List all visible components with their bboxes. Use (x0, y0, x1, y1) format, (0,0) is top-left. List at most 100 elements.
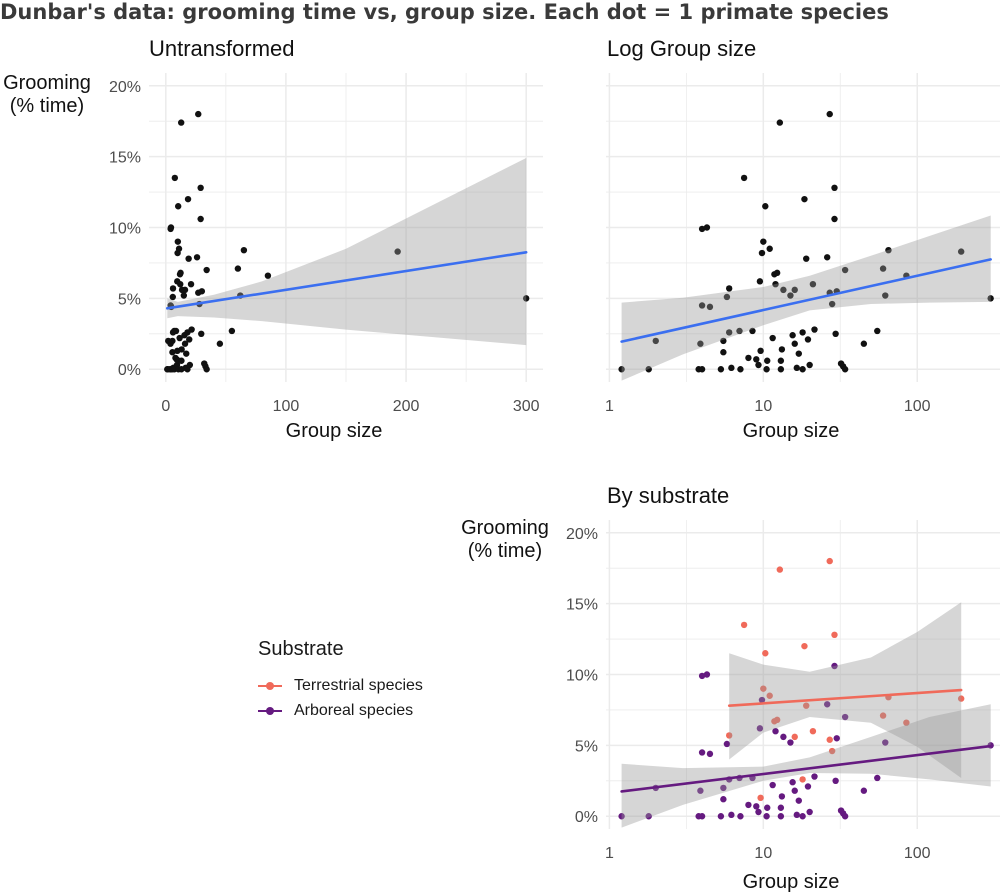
data-point (903, 719, 910, 726)
data-point (728, 364, 735, 372)
data-point (764, 357, 771, 364)
data-point (769, 781, 776, 789)
data-point (763, 813, 770, 820)
data-point (181, 286, 189, 294)
data-point (645, 366, 652, 373)
data-point (841, 366, 849, 373)
data-point (756, 278, 764, 285)
data-point (832, 330, 839, 338)
data-point (826, 736, 833, 743)
data-point (188, 326, 195, 333)
data-point (762, 650, 769, 657)
x-tick-label: 100 (273, 398, 300, 415)
data-point (740, 621, 748, 629)
x-axis-label: Group size (286, 420, 383, 442)
data-point (198, 288, 206, 295)
y-tick-label: 5% (118, 291, 141, 308)
x-tick-label: 10 (754, 845, 772, 862)
data-point (832, 777, 839, 785)
fit-line (727, 688, 963, 707)
data-point (193, 254, 201, 261)
data-point (804, 783, 812, 790)
data-point (618, 813, 625, 820)
x-tick-label: 100 (904, 845, 931, 862)
data-point (831, 184, 838, 192)
data-point (806, 361, 813, 369)
y-tick-label: 20% (566, 526, 598, 543)
data-point (804, 336, 812, 343)
data-point (801, 195, 808, 203)
data-point (177, 269, 184, 277)
data-point (725, 285, 733, 292)
data-point (787, 292, 794, 299)
data-point (703, 671, 711, 678)
y-tick-label: 0% (575, 809, 598, 826)
data-point (885, 246, 892, 254)
data-point (791, 733, 798, 741)
data-point (778, 346, 786, 353)
data-point (728, 811, 735, 819)
panel-1: 1 10 100 Log Group size Group size (605, 36, 1000, 442)
panel-0: 0% 5% 10% 15% 20% 0 100 200 300 Untransformed Grou… (3, 36, 543, 442)
panel-title: Untransformed (149, 36, 295, 61)
y-tick-label: 15% (566, 597, 598, 614)
panel-2: 0% 5% 10% 15% 20% 1 10 100 By substrate Group siz… (461, 483, 1000, 892)
data-point (762, 203, 769, 210)
data-point (698, 225, 706, 233)
data-point (795, 350, 802, 357)
data-point (618, 366, 625, 373)
data-point (697, 787, 704, 794)
data-point (773, 269, 781, 277)
data-point (703, 224, 711, 231)
y-tick-label: 5% (575, 738, 598, 755)
x-tick-label: 100 (904, 398, 931, 415)
substrate-legend: Substrate Terrestrial species Arboreal s… (258, 638, 423, 723)
data-point (755, 361, 762, 369)
terrestrial-key-icon (258, 680, 282, 692)
data-point (203, 266, 210, 274)
data-point (745, 354, 752, 362)
data-point (717, 813, 725, 820)
data-point (831, 631, 838, 639)
data-point (228, 327, 236, 335)
data-point (197, 215, 204, 223)
arboreal-key-icon (258, 705, 282, 717)
data-point (177, 119, 185, 126)
data-point (809, 280, 817, 288)
data-point (789, 779, 796, 786)
data-point (720, 796, 727, 803)
data-point (957, 248, 965, 255)
data-point (795, 797, 802, 804)
data-point (823, 254, 831, 261)
data-point (755, 808, 762, 816)
data-point (764, 804, 771, 811)
data-point (180, 292, 188, 299)
data-point (828, 747, 836, 755)
data-point (169, 293, 176, 301)
data-point (697, 340, 704, 347)
data-point (234, 265, 242, 272)
legend-title: Substrate (258, 638, 344, 660)
data-point (811, 326, 818, 333)
data-point (758, 696, 766, 704)
data-point (698, 749, 706, 756)
data-point (185, 255, 192, 262)
panel-title: Log Group size (607, 36, 756, 61)
data-point (799, 329, 806, 336)
data-point (757, 347, 764, 355)
data-point (778, 793, 786, 800)
data-point (198, 330, 205, 338)
data-point (874, 327, 881, 335)
y-tick-label: 10% (566, 668, 598, 685)
data-point (882, 739, 889, 746)
data-point (749, 327, 756, 335)
data-point (841, 813, 849, 820)
data-point (831, 662, 838, 670)
legend-item-arboreal: Arboreal species (258, 698, 423, 723)
data-point (203, 366, 210, 373)
data-point (216, 340, 224, 347)
legend-label-arboreal: Arboreal species (294, 701, 414, 719)
data-point (758, 249, 766, 257)
data-point (760, 685, 767, 692)
data-point (806, 808, 813, 816)
